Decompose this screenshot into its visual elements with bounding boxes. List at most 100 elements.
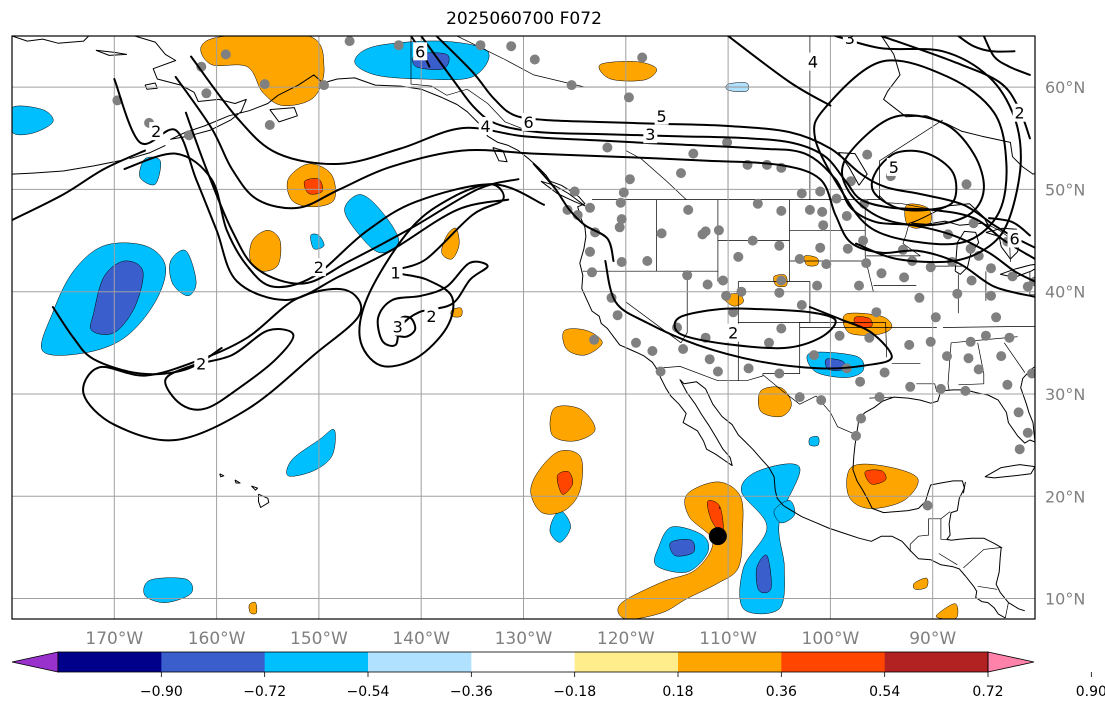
island-maui [251, 485, 258, 491]
contour-6-jet [435, 36, 1035, 249]
pos-area-north-pacific-3 [441, 227, 460, 260]
border-us-canada-ne [1045, 234, 1105, 259]
station-marker [862, 149, 873, 160]
station-marker [616, 214, 627, 225]
station-marker [812, 280, 823, 291]
station-marker [841, 211, 852, 221]
station-marker [774, 240, 785, 251]
station-marker [899, 272, 910, 283]
station-marker [700, 226, 711, 237]
station-marker [319, 80, 329, 91]
colorbar-min-arrow [11, 651, 59, 673]
station-marker [722, 137, 733, 148]
colorbar-segment [781, 652, 886, 672]
lake-winnipeg [838, 152, 868, 186]
map-title: 2025060700 F072 [446, 9, 602, 29]
coast-gulf [852, 389, 1035, 612]
contour-label-mask [388, 263, 403, 282]
contour-label-mask [390, 317, 405, 336]
station-marker [842, 243, 853, 254]
state-border-27 [1004, 342, 1026, 373]
contour-3-ne-loop [813, 59, 1008, 246]
contour-4-jet [190, 55, 1035, 283]
lon-label: 170°W [85, 629, 143, 649]
contour-label-mask [654, 106, 669, 125]
station-marker [925, 336, 936, 347]
station-marker [475, 40, 486, 51]
station-marker [935, 383, 946, 394]
border-manitoba-ontario [879, 119, 944, 200]
station-marker [587, 267, 597, 278]
border-central-am-4 [977, 585, 998, 590]
lat-label: 40°N [1045, 283, 1085, 302]
station-marker [861, 258, 872, 269]
station-marker [655, 366, 666, 377]
station-marker [996, 351, 1007, 362]
contour-label: 4 [808, 53, 818, 72]
station-marker [854, 280, 864, 291]
colorbar-segment [678, 652, 782, 672]
island-oahu [234, 479, 241, 484]
station-marker [774, 368, 785, 379]
station-marker [818, 220, 829, 231]
station-marker [930, 312, 941, 323]
station-marker [733, 251, 744, 262]
station-marker [1026, 368, 1035, 379]
station-marker [816, 395, 827, 406]
neg-area-central-pacific-core [90, 260, 144, 335]
contour-sw-connector [51, 306, 223, 376]
station-marker [817, 206, 828, 217]
station-marker [1013, 407, 1024, 418]
contour-east-1 [988, 217, 1031, 237]
lon-label: 100°W [802, 629, 860, 649]
neg-area-tropical-2-core [669, 539, 696, 557]
island-st-lawrence [95, 49, 128, 56]
station-marker [702, 279, 713, 290]
contour-label: 5 [657, 107, 667, 126]
lat-label: 10°N [1045, 590, 1085, 609]
station-marker [796, 300, 807, 310]
colorbar-tick-label: −0.36 [450, 684, 493, 700]
island-yucatan-hint [962, 481, 966, 494]
contour-label: 4 [481, 117, 491, 136]
station-marker [963, 353, 974, 364]
station-marker [1051, 241, 1061, 251]
contour-outer-west [12, 149, 146, 222]
station-marker [774, 287, 785, 298]
station-marker [905, 381, 916, 392]
station-marker [259, 79, 270, 90]
station-marker [631, 337, 641, 348]
contour-2-sw-inner [164, 328, 295, 411]
state-border-17 [885, 322, 888, 358]
station-marker [184, 130, 194, 141]
neg-area-tropical-3 [143, 577, 193, 603]
station-marker [602, 142, 613, 153]
contour-2-jet-west [123, 152, 545, 289]
colorbar-segment [264, 652, 369, 672]
contour-label-mask [424, 307, 439, 326]
colorbar-tick-label: 0.54 [869, 684, 900, 700]
contour-label-mask [413, 42, 428, 61]
contour-label: 5 [889, 158, 899, 177]
border-us-mexico [655, 366, 860, 437]
lake-huron [985, 227, 1021, 260]
colorbar-tick-label: −0.72 [243, 684, 286, 700]
station-marker [966, 275, 977, 286]
pos-area-central-am [935, 603, 959, 619]
lat-label: 20°N [1045, 487, 1085, 506]
contour-label: 3 [845, 29, 855, 48]
station-marker [712, 366, 723, 377]
station-marker [624, 174, 635, 185]
contour-label: 2 [728, 324, 738, 343]
contour-4-ne-loop [840, 114, 985, 227]
station-marker [562, 204, 573, 215]
colorbar-segment [471, 652, 576, 672]
station-marker [815, 186, 826, 197]
station-marker [965, 336, 976, 347]
colorbar-segment [368, 652, 472, 672]
colorbar-max-arrow [987, 651, 1035, 673]
contour-3-jet [174, 75, 1035, 298]
pos-area-baja-offshore-1 [549, 405, 596, 442]
